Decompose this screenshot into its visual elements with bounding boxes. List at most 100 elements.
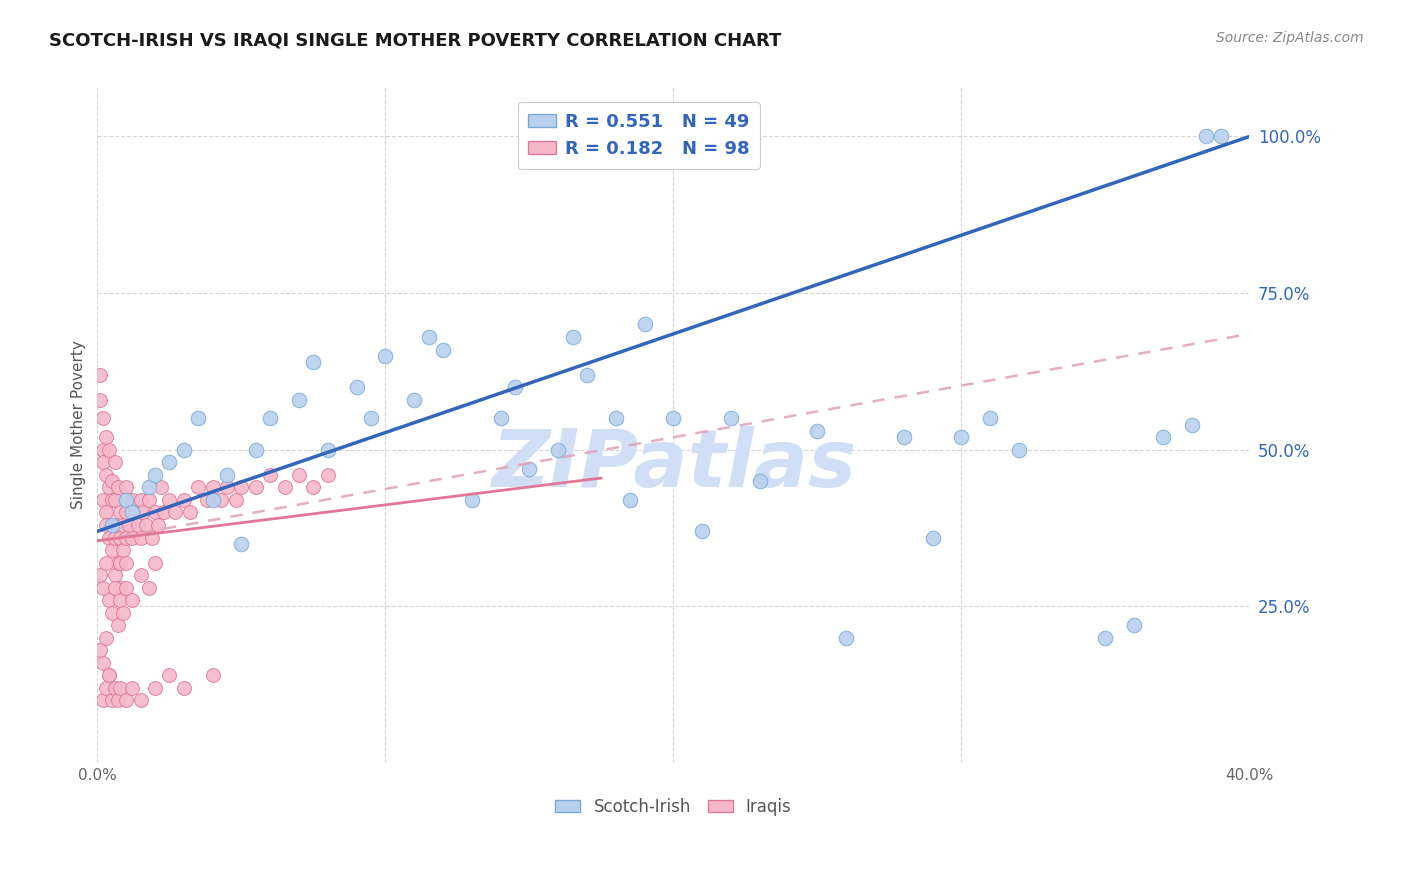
- Point: [89, 368, 111, 382]
- Point: [91, 411, 114, 425]
- Point: [201, 668, 224, 682]
- Point: [225, 492, 247, 507]
- Point: [110, 681, 132, 695]
- Point: [89, 643, 111, 657]
- Point: [273, 480, 295, 494]
- Point: [245, 480, 267, 494]
- Point: [138, 480, 160, 494]
- Point: [215, 467, 238, 482]
- Point: [979, 411, 1001, 425]
- Point: [720, 411, 742, 425]
- Point: [112, 606, 135, 620]
- Point: [89, 568, 111, 582]
- Point: [115, 506, 138, 520]
- Point: [195, 492, 218, 507]
- Point: [94, 518, 117, 533]
- Point: [100, 606, 122, 620]
- Point: [374, 349, 396, 363]
- Point: [135, 518, 157, 533]
- Point: [115, 480, 138, 494]
- Point: [129, 693, 152, 707]
- Point: [104, 581, 127, 595]
- Point: [662, 411, 685, 425]
- Point: [118, 518, 141, 533]
- Point: [259, 467, 281, 482]
- Point: [209, 492, 232, 507]
- Point: [633, 318, 655, 332]
- Point: [187, 411, 209, 425]
- Point: [97, 668, 120, 682]
- Point: [921, 531, 943, 545]
- Point: [404, 392, 426, 407]
- Point: [121, 492, 143, 507]
- Point: [97, 593, 120, 607]
- Point: [179, 506, 201, 520]
- Point: [547, 442, 569, 457]
- Point: [231, 480, 253, 494]
- Point: [107, 518, 129, 533]
- Point: [418, 330, 440, 344]
- Point: [316, 467, 339, 482]
- Point: [432, 343, 454, 357]
- Point: [121, 531, 143, 545]
- Point: [138, 492, 160, 507]
- Point: [110, 506, 132, 520]
- Point: [173, 442, 195, 457]
- Point: [1152, 430, 1174, 444]
- Point: [100, 518, 122, 533]
- Point: [489, 411, 512, 425]
- Point: [141, 531, 163, 545]
- Point: [91, 492, 114, 507]
- Point: [143, 681, 166, 695]
- Text: ZIPatlas: ZIPatlas: [491, 426, 856, 504]
- Point: [100, 543, 122, 558]
- Point: [97, 668, 120, 682]
- Point: [316, 442, 339, 457]
- Point: [94, 556, 117, 570]
- Point: [91, 442, 114, 457]
- Point: [149, 480, 172, 494]
- Point: [110, 581, 132, 595]
- Point: [107, 618, 129, 632]
- Point: [201, 480, 224, 494]
- Point: [104, 455, 127, 469]
- Point: [94, 681, 117, 695]
- Point: [91, 656, 114, 670]
- Point: [806, 424, 828, 438]
- Point: [157, 455, 180, 469]
- Point: [107, 693, 129, 707]
- Point: [950, 430, 973, 444]
- Point: [231, 537, 253, 551]
- Point: [91, 455, 114, 469]
- Point: [115, 556, 138, 570]
- Point: [302, 480, 325, 494]
- Point: [121, 593, 143, 607]
- Point: [129, 568, 152, 582]
- Point: [346, 380, 368, 394]
- Point: [259, 411, 281, 425]
- Point: [97, 531, 120, 545]
- Point: [187, 480, 209, 494]
- Point: [215, 480, 238, 494]
- Point: [110, 531, 132, 545]
- Point: [115, 581, 138, 595]
- Point: [302, 355, 325, 369]
- Point: [245, 442, 267, 457]
- Point: [91, 693, 114, 707]
- Point: [100, 474, 122, 488]
- Point: [127, 518, 149, 533]
- Point: [157, 492, 180, 507]
- Point: [97, 480, 120, 494]
- Point: [748, 474, 770, 488]
- Point: [110, 556, 132, 570]
- Point: [94, 467, 117, 482]
- Point: [100, 693, 122, 707]
- Point: [288, 392, 311, 407]
- Point: [1209, 129, 1232, 144]
- Point: [124, 506, 146, 520]
- Point: [89, 392, 111, 407]
- Point: [165, 506, 187, 520]
- Point: [121, 681, 143, 695]
- Point: [104, 531, 127, 545]
- Point: [112, 543, 135, 558]
